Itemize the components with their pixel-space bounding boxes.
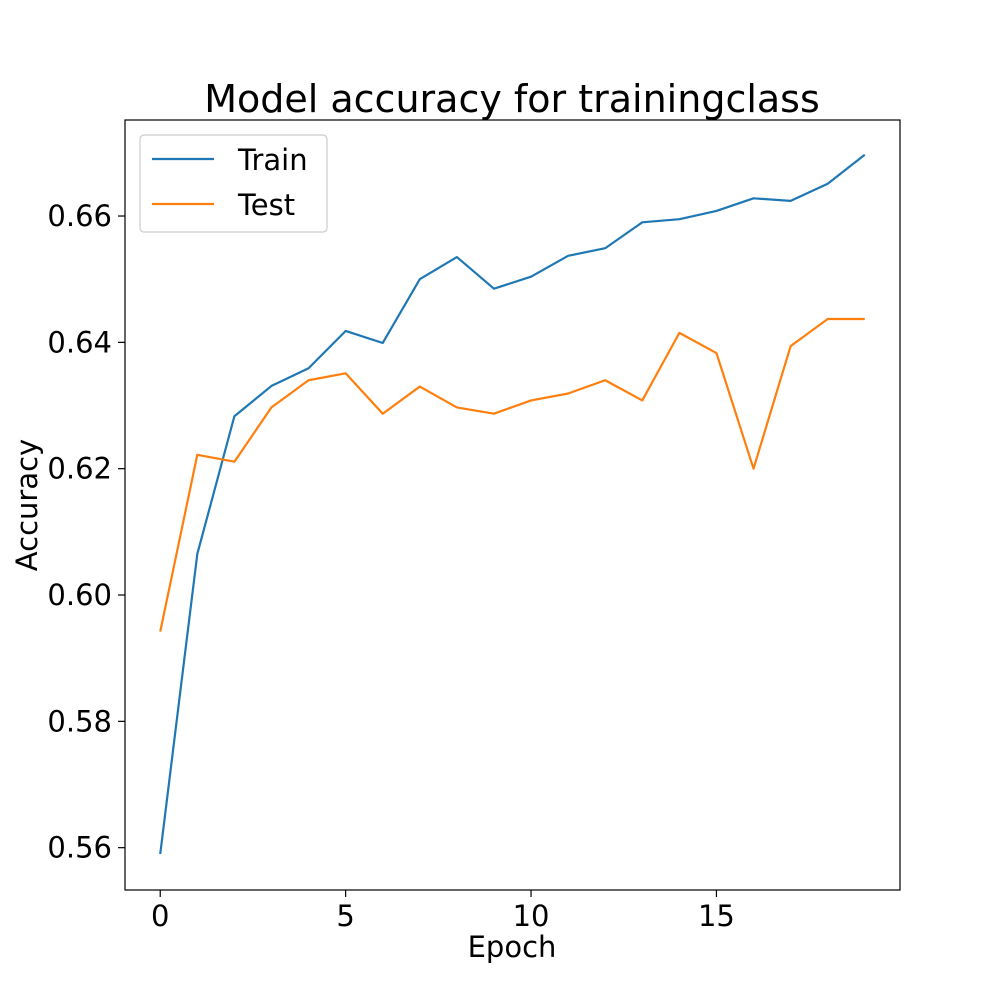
legend-label-test: Test — [237, 188, 295, 222]
x-tick-label: 5 — [336, 899, 354, 933]
y-tick-label: 0.56 — [47, 831, 112, 865]
y-tick-label: 0.58 — [47, 704, 112, 738]
y-tick-label: 0.66 — [47, 199, 112, 233]
legend: Train Test — [139, 134, 328, 233]
x-tick-label: 10 — [513, 899, 550, 933]
y-axis-label: Accuracy — [10, 439, 44, 571]
chart-title: Model accuracy for trainingclass — [204, 77, 820, 121]
series-line-test — [159, 317, 865, 632]
y-tick-label: 0.60 — [47, 578, 112, 612]
y-tick-label: 0.62 — [47, 452, 112, 486]
y-axis: 0.56 0.58 0.60 0.62 0.64 0.66 — [47, 199, 125, 865]
y-tick-label: 0.64 — [47, 325, 112, 359]
series-layer — [159, 153, 866, 855]
plot-frame — [124, 119, 901, 891]
legend-label-train: Train — [237, 143, 308, 177]
x-axis: 0 5 10 15 — [151, 890, 735, 933]
x-axis-label: Epoch — [468, 930, 557, 964]
x-tick-label: 0 — [151, 899, 169, 933]
series-line-train — [159, 153, 866, 855]
x-tick-label: 15 — [698, 899, 735, 933]
